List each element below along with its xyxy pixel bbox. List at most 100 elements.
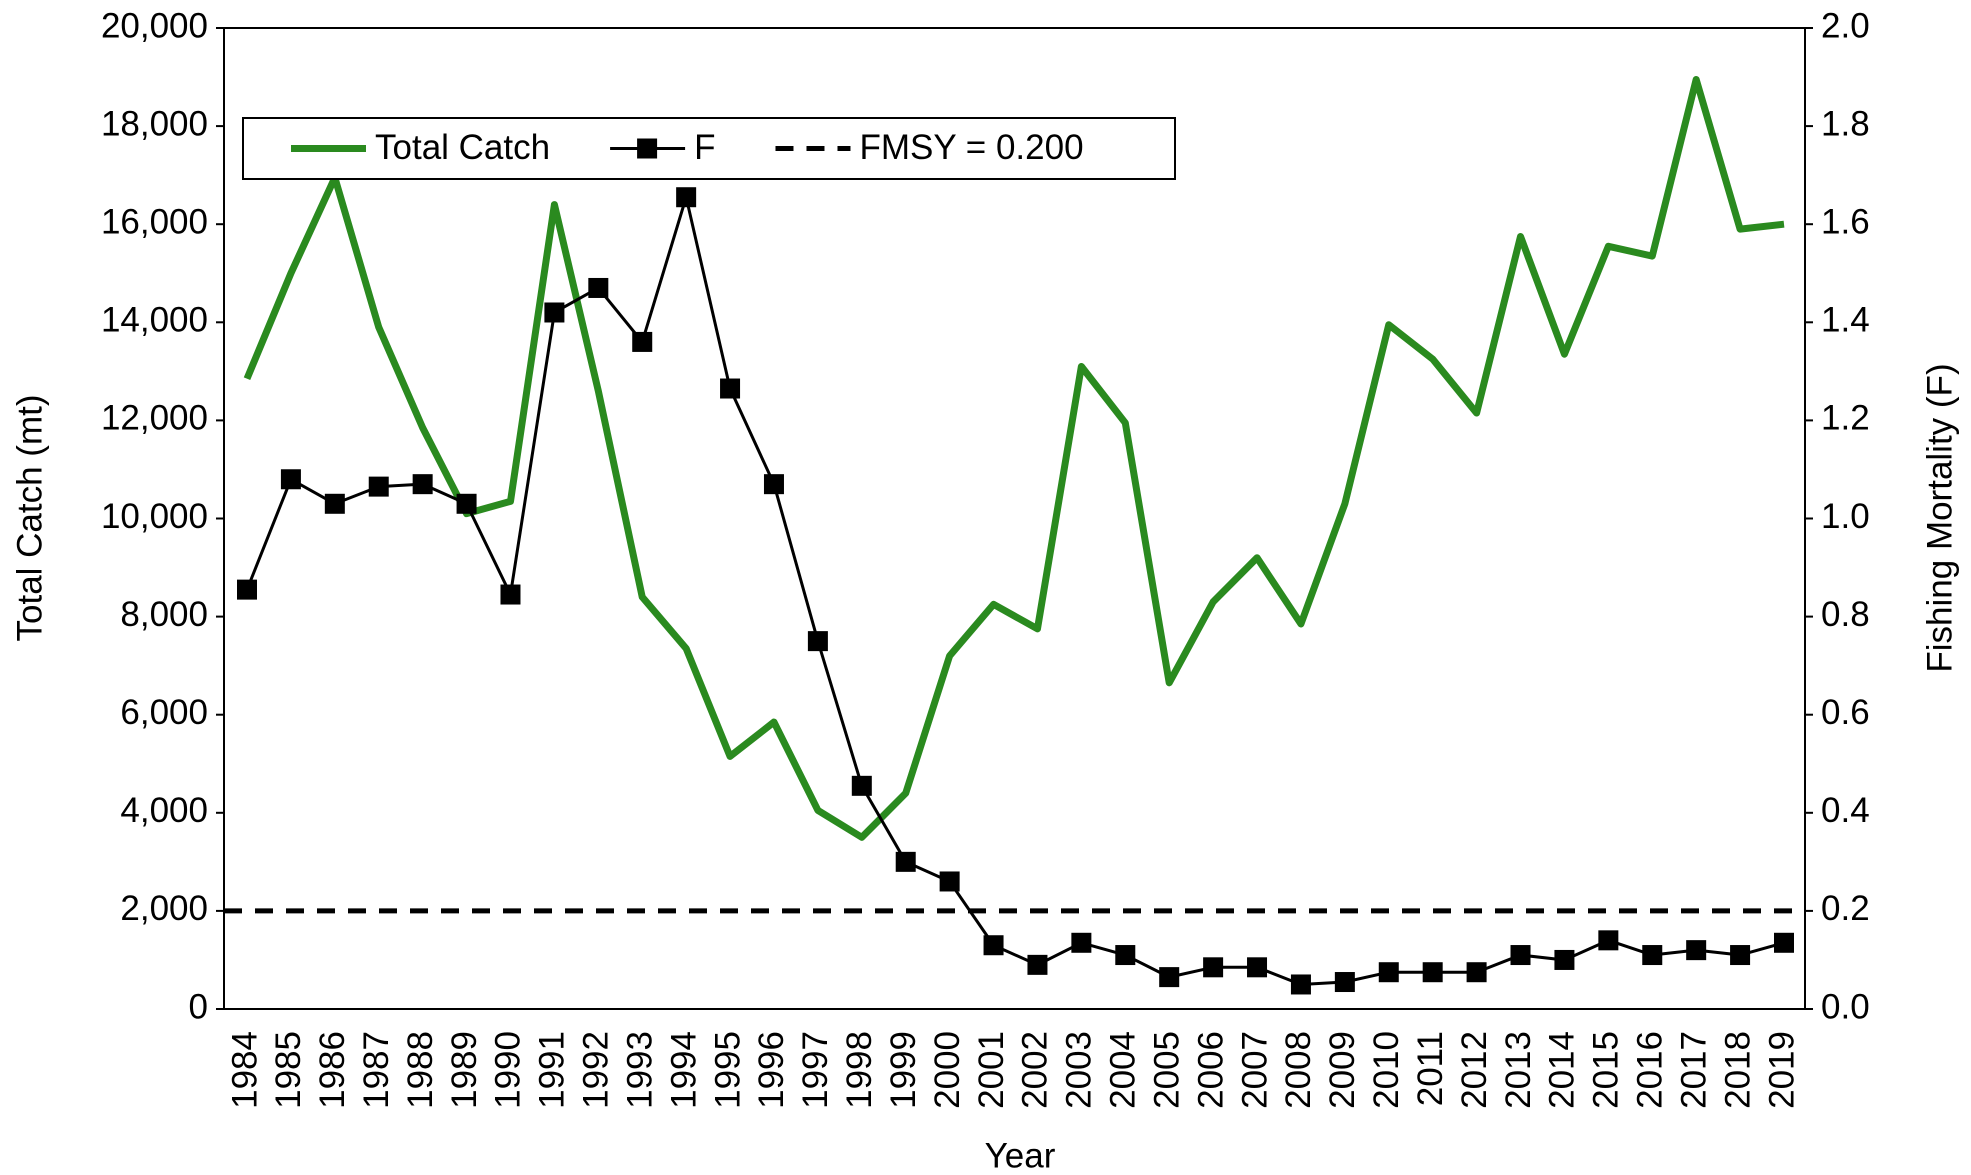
x-axis-label: Year	[985, 1136, 1056, 1175]
series-marker	[983, 935, 1004, 956]
series-marker	[500, 584, 521, 605]
series-marker	[1247, 957, 1268, 978]
series-marker	[1334, 972, 1355, 993]
x-tick-label: 1993	[620, 1031, 659, 1109]
x-tick-label: 2000	[928, 1031, 967, 1109]
y-tick-label: 18,000	[101, 104, 208, 143]
x-tick-label: 2018	[1718, 1031, 1757, 1109]
series-marker	[632, 331, 653, 352]
x-tick-label: 2009	[1323, 1031, 1362, 1109]
x-tick-label: 2016	[1631, 1031, 1670, 1109]
x-tick-label: 2011	[1411, 1031, 1450, 1106]
x-tick-label: 2002	[1016, 1031, 1055, 1109]
x-tick-label: 2015	[1587, 1031, 1626, 1109]
x-tick-label: 2008	[1279, 1031, 1318, 1109]
x-tick-label: 2017	[1674, 1031, 1713, 1109]
y-tick-label: 12,000	[101, 399, 208, 438]
y2-tick-label: 0.6	[1821, 693, 1870, 732]
x-tick-label: 1986	[313, 1031, 352, 1109]
series-marker	[1554, 949, 1575, 970]
y-tick-label: 0	[189, 987, 208, 1026]
y2-tick-label: 1.8	[1821, 104, 1870, 143]
plot-frame	[223, 27, 1806, 1010]
y-tick-label: 14,000	[101, 301, 208, 340]
x-tick-label: 1985	[269, 1031, 308, 1109]
series-marker	[588, 277, 609, 298]
x-tick-label: 1989	[445, 1031, 484, 1109]
x-tick-label: 2019	[1762, 1031, 1801, 1109]
series-marker	[1203, 957, 1224, 978]
x-tick-label: 1995	[708, 1031, 747, 1109]
series-marker	[1378, 962, 1399, 983]
y2-tick-label: 2.0	[1821, 6, 1870, 45]
x-tick-label: 1991	[533, 1031, 572, 1109]
series-marker	[895, 851, 916, 872]
x-tick-label: 1990	[489, 1031, 528, 1109]
series-marker	[412, 474, 433, 495]
series-marker	[1027, 954, 1048, 975]
x-tick-label: 2007	[1235, 1031, 1274, 1109]
x-tick-label: 2004	[1104, 1031, 1143, 1109]
series-marker	[1510, 945, 1531, 966]
y2-axis-label: Fishing Mortality (F)	[1920, 363, 1959, 672]
legend-label: F	[694, 128, 715, 167]
series-marker	[1730, 945, 1751, 966]
series-line	[243, 76, 1785, 841]
series-marker	[807, 631, 828, 652]
series-marker	[1774, 932, 1794, 953]
series-marker	[280, 469, 301, 490]
series-marker	[851, 775, 872, 796]
x-tick-label: 2010	[1367, 1031, 1406, 1109]
y-tick-label: 16,000	[101, 202, 208, 241]
y-axis-label: Total Catch (mt)	[10, 395, 49, 642]
y-tick-label: 6,000	[120, 693, 208, 732]
y2-tick-label: 0.8	[1821, 595, 1870, 634]
series-marker	[1466, 962, 1487, 983]
x-tick-label: 2001	[972, 1031, 1011, 1109]
x-tick-label: 1988	[401, 1031, 440, 1109]
x-tick-label: 1998	[840, 1031, 879, 1109]
series-marker	[237, 579, 257, 600]
y2-tick-label: 1.6	[1821, 202, 1870, 241]
x-tick-label: 1992	[577, 1031, 616, 1109]
x-tick-label: 2003	[1060, 1031, 1099, 1109]
series-marker	[763, 474, 784, 495]
series-marker	[676, 187, 697, 208]
x-tick-label: 1997	[796, 1031, 835, 1109]
series-marker	[544, 302, 565, 323]
series-marker	[324, 493, 345, 514]
x-tick-label: 1984	[225, 1031, 264, 1109]
series-marker	[939, 871, 960, 892]
series-marker	[1159, 967, 1180, 988]
y2-tick-label: 0.0	[1821, 987, 1870, 1026]
y-tick-label: 20,000	[101, 6, 208, 45]
y-tick-label: 8,000	[120, 595, 208, 634]
series-marker	[1686, 940, 1707, 961]
x-tick-label: 2006	[1191, 1031, 1230, 1109]
y-tick-label: 2,000	[120, 889, 208, 928]
y2-tick-label: 0.2	[1821, 889, 1870, 928]
y2-tick-label: 0.4	[1821, 791, 1870, 830]
x-tick-label: 1996	[752, 1031, 791, 1109]
series-marker	[456, 493, 477, 514]
legend-box	[242, 117, 1176, 180]
legend-label: Total Catch	[375, 128, 550, 167]
series-marker	[1290, 974, 1311, 995]
series-marker	[1071, 932, 1092, 953]
x-tick-label: 1987	[357, 1031, 396, 1109]
y-tick-label: 10,000	[101, 497, 208, 536]
series-marker	[1598, 930, 1619, 951]
series-marker	[368, 476, 389, 497]
y-tick-label: 4,000	[120, 791, 208, 830]
series-marker	[1422, 962, 1443, 983]
x-tick-label: 1994	[664, 1031, 703, 1109]
x-tick-label: 2014	[1543, 1031, 1582, 1109]
y2-tick-label: 1.0	[1821, 497, 1870, 536]
x-tick-label: 1999	[884, 1031, 923, 1109]
x-tick-label: 2012	[1455, 1031, 1494, 1109]
x-tick-label: 2005	[1147, 1031, 1186, 1109]
series-marker	[720, 378, 741, 399]
legend-label: FMSY = 0.200	[859, 128, 1083, 167]
legend-marker	[637, 138, 658, 159]
y2-tick-label: 1.2	[1821, 399, 1870, 438]
